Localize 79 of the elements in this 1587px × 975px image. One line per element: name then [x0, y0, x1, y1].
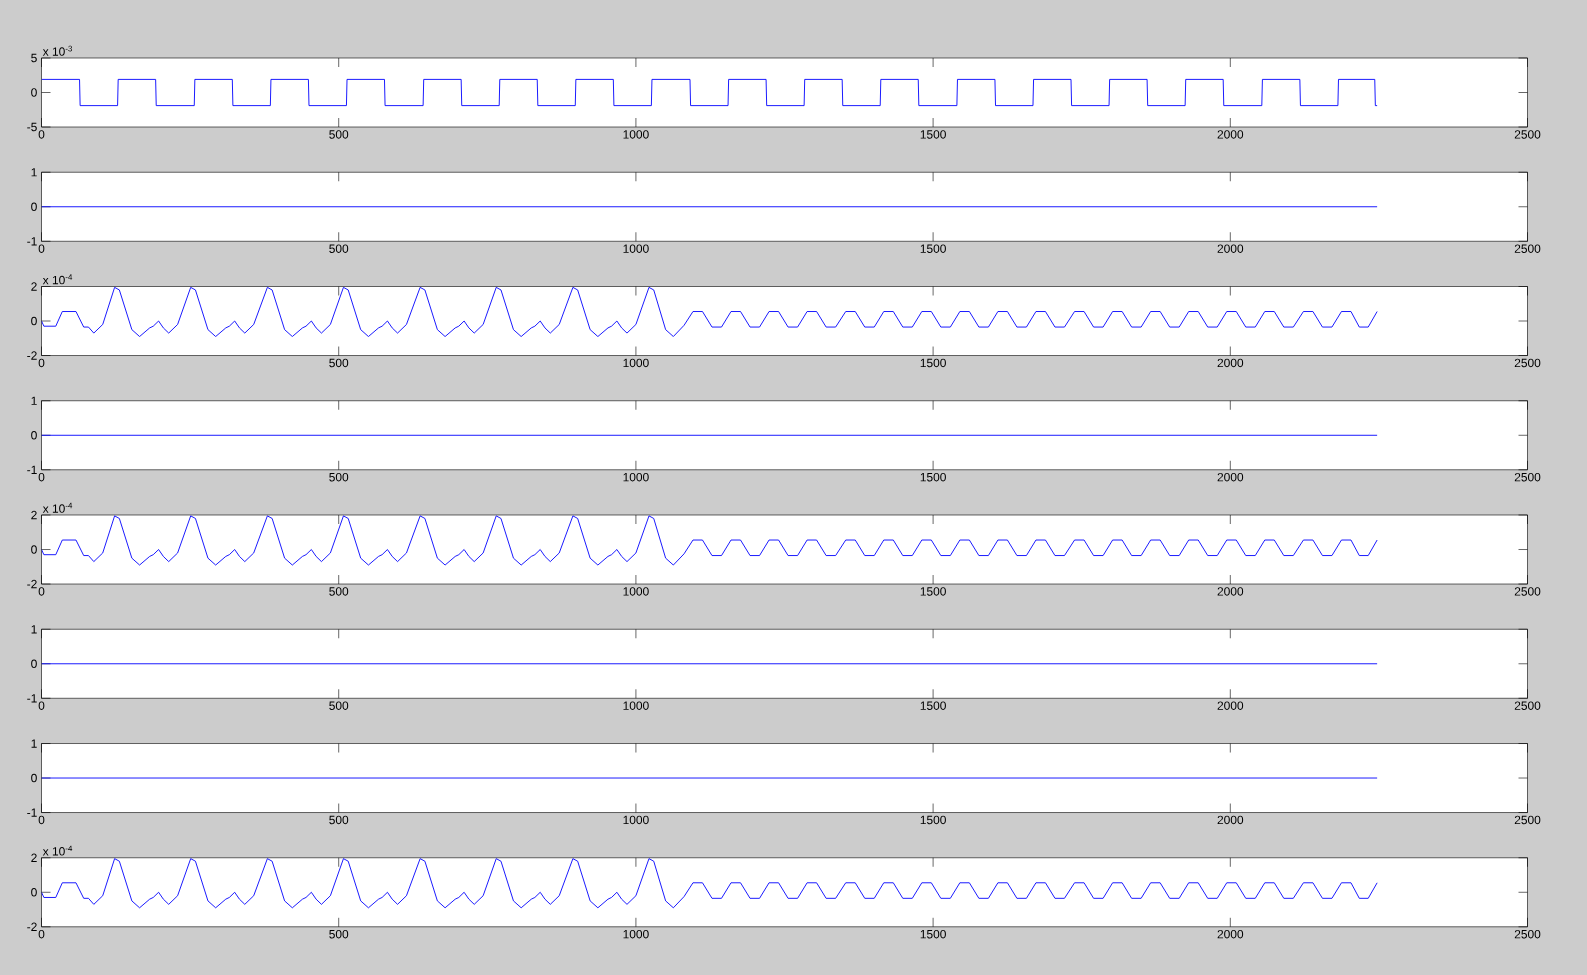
x-tick-label: 1500: [920, 701, 946, 710]
text: x 10$^{-4}$: [42, 502, 73, 513]
y-tick-label: 1: [31, 396, 37, 405]
y-tick-label: 0: [31, 431, 37, 440]
y-tick-label: 1: [31, 739, 37, 748]
x-tick-label: 2000: [1217, 815, 1244, 825]
x-tick-label: 0: [38, 929, 45, 939]
y-tick-label: -5: [27, 122, 37, 132]
x-tick-label: 2500: [1514, 244, 1541, 253]
line-series: [41, 286, 1378, 337]
x-tick-label: 1500: [920, 815, 946, 825]
line-series: [41, 858, 1378, 909]
x-tick-label: 500: [329, 701, 349, 710]
x-tick-label: 2000: [1217, 358, 1244, 368]
y-tick-label: 0: [31, 88, 37, 97]
y-tick-label: 2: [31, 510, 37, 520]
x-tick-label: 2500: [1514, 929, 1541, 939]
x-tick-label: 2500: [1514, 587, 1541, 596]
y-tick-label: -2: [27, 579, 37, 589]
x-tick-label: 500: [329, 929, 349, 939]
x-tick-label: 2000: [1217, 130, 1244, 139]
y-tick-label: 0: [31, 202, 37, 211]
x-tick-label: 1500: [920, 472, 946, 482]
x-tick-label: 2000: [1217, 472, 1244, 482]
y-tick-label: 1: [31, 625, 37, 634]
text: x 10$^{-3}$: [42, 45, 73, 56]
text: x 10$^{-4}$: [42, 274, 73, 285]
x-tick-label: 2500: [1514, 701, 1541, 710]
x-tick-label: 1500: [920, 130, 946, 139]
x-tick-label: 500: [329, 587, 349, 596]
x-tick-label: 0: [38, 130, 45, 139]
y-tick-label: 0: [31, 888, 37, 897]
x-tick-label: 500: [329, 815, 349, 825]
x-tick-label: 2500: [1514, 472, 1541, 482]
y-tick-label: -1: [27, 808, 37, 817]
y-tick-label: -1: [27, 694, 37, 703]
x-tick-label: 1000: [623, 472, 649, 482]
x-tick-label: 0: [38, 587, 45, 596]
x-tick-label: 1000: [623, 244, 649, 253]
x-tick-label: 2000: [1217, 701, 1244, 710]
x-tick-label: 1500: [920, 244, 946, 253]
x-tick-label: 2500: [1514, 358, 1541, 368]
x-tick-label: 500: [329, 130, 349, 139]
text: x 10$^{-4}$: [42, 845, 73, 856]
x-tick-label: 0: [38, 701, 45, 710]
x-tick-label: 2000: [1217, 929, 1244, 939]
y-tick-label: 2: [31, 853, 37, 862]
x-tick-label: 1500: [920, 587, 946, 596]
x-tick-label: 500: [329, 472, 349, 482]
x-tick-label: 1000: [623, 358, 649, 368]
y-tick-label: -2: [27, 351, 37, 360]
y-tick-label: -1: [27, 465, 37, 474]
x-tick-label: 2500: [1514, 815, 1541, 825]
x-tick-label: 1000: [623, 815, 649, 825]
y-tick-label: 5: [31, 53, 37, 63]
x-tick-label: 500: [329, 358, 349, 368]
line-series: [41, 515, 1378, 566]
y-tick-label: -2: [27, 922, 37, 931]
x-tick-label: 2000: [1217, 587, 1244, 596]
y-tick-label: -1: [27, 237, 37, 246]
y-tick-label: 0: [31, 316, 37, 326]
y-tick-label: 0: [31, 773, 37, 783]
x-tick-label: 1000: [623, 587, 649, 596]
x-tick-label: 1000: [623, 701, 649, 710]
x-tick-label: 0: [38, 244, 45, 253]
x-tick-label: 2500: [1514, 130, 1541, 139]
x-tick-label: 0: [38, 815, 45, 825]
x-tick-label: 1000: [623, 929, 649, 939]
y-tick-label: 2: [31, 282, 37, 291]
y-tick-label: 0: [31, 545, 37, 554]
x-tick-label: 0: [38, 472, 45, 482]
x-tick-label: 2000: [1217, 244, 1244, 253]
x-tick-label: 1500: [920, 358, 946, 368]
y-tick-label: 1: [31, 168, 37, 177]
x-tick-label: 1500: [920, 929, 946, 939]
x-tick-label: 0: [38, 358, 45, 368]
y-tick-label: 0: [31, 659, 37, 668]
x-tick-label: 500: [329, 244, 349, 253]
x-tick-label: 1000: [623, 130, 649, 139]
